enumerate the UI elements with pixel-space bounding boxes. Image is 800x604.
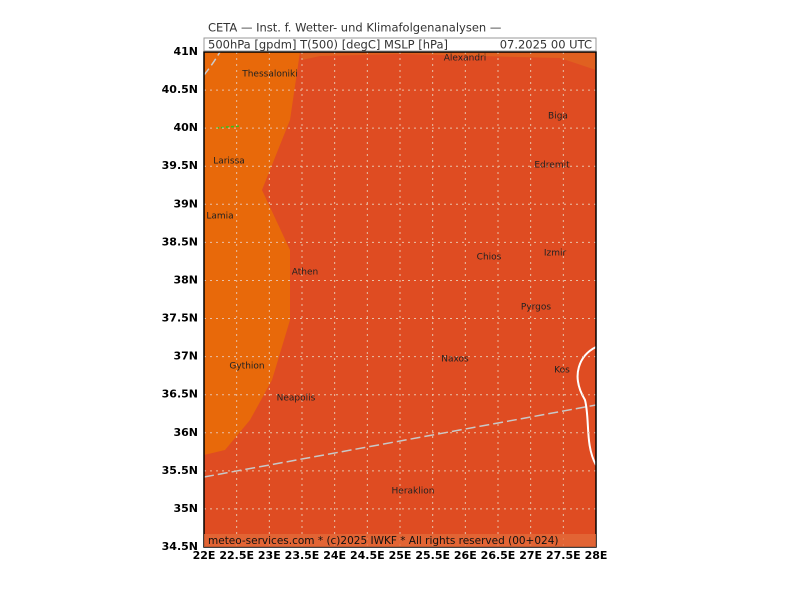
x-tick-label: 22E — [193, 549, 216, 562]
place-label: Pyrgos — [521, 303, 552, 313]
x-tick-label: 25.5E — [415, 549, 450, 562]
y-tick-label: 40N — [173, 121, 198, 134]
place-label: Neapolis — [277, 394, 316, 404]
place-label: Alexandri — [444, 54, 487, 64]
place-label: Edremit — [534, 161, 570, 171]
y-tick-label: 35.5N — [162, 464, 198, 477]
x-tick-label: 26.5E — [481, 549, 516, 562]
y-tick-label: 37.5N — [162, 312, 198, 325]
x-tick-label: 23E — [258, 549, 281, 562]
place-label: Biga — [548, 112, 568, 122]
y-tick-label: 39N — [173, 197, 198, 210]
y-tick-label: 40.5N — [162, 83, 198, 96]
isobar-white — [576, 346, 597, 466]
x-tick-label: 28E — [585, 549, 608, 562]
isobar — [203, 404, 597, 478]
place-label: Kos — [554, 366, 570, 376]
x-tick-label: 24.5E — [350, 549, 385, 562]
place-label: Athen — [292, 268, 318, 278]
x-tick-label: 24E — [323, 549, 346, 562]
warm-region — [204, 52, 300, 455]
y-tick-label: 37N — [173, 350, 198, 363]
y-tick-label: 34.5N — [162, 540, 198, 553]
x-tick-label: 27.5E — [546, 549, 581, 562]
x-tick-label: 26E — [454, 549, 477, 562]
x-tick-label: 22.5E — [219, 549, 254, 562]
y-tick-label: 35N — [173, 502, 198, 515]
place-labels: Alexandri Thessaloniki Biga Larissa Edremit L… — [206, 54, 570, 497]
place-label: Gythion — [229, 362, 264, 372]
y-tick-label: 38.5N — [162, 235, 198, 248]
footer-band — [204, 534, 596, 547]
header-box — [203, 37, 597, 52]
place-label: Larissa — [213, 157, 245, 167]
place-label: Thessaloniki — [241, 70, 298, 80]
x-tick-label: 27E — [519, 549, 542, 562]
header-line2: 500hPa [gpdm] T(500) [degC] MSLP [hPa] — [208, 38, 448, 52]
y-tick-label: 36N — [173, 426, 198, 439]
y-tick-label: 41N — [173, 45, 198, 58]
place-label: Heraklion — [392, 487, 435, 497]
header-time: 07.2025 00 UTC — [500, 38, 592, 52]
place-label: Chios — [477, 253, 502, 263]
header-line1: CETA — Inst. f. Wetter- und Klimafolgena… — [208, 21, 501, 35]
x-tick-label: 25E — [389, 549, 412, 562]
x-tick-label: 23.5E — [285, 549, 320, 562]
footer: meteo-services.com * (c)2025 IWKF * All … — [208, 535, 559, 547]
place-label: Izmir — [544, 249, 567, 259]
y-tick-label: 36.5N — [162, 388, 198, 401]
place-label: Lamia — [206, 212, 233, 222]
y-tick-label: 38N — [173, 273, 198, 286]
region-edge — [204, 52, 596, 70]
contour — [215, 125, 241, 129]
place-label: Naxos — [441, 355, 469, 365]
y-tick-label: 39.5N — [162, 159, 198, 172]
isobar — [203, 51, 221, 76]
